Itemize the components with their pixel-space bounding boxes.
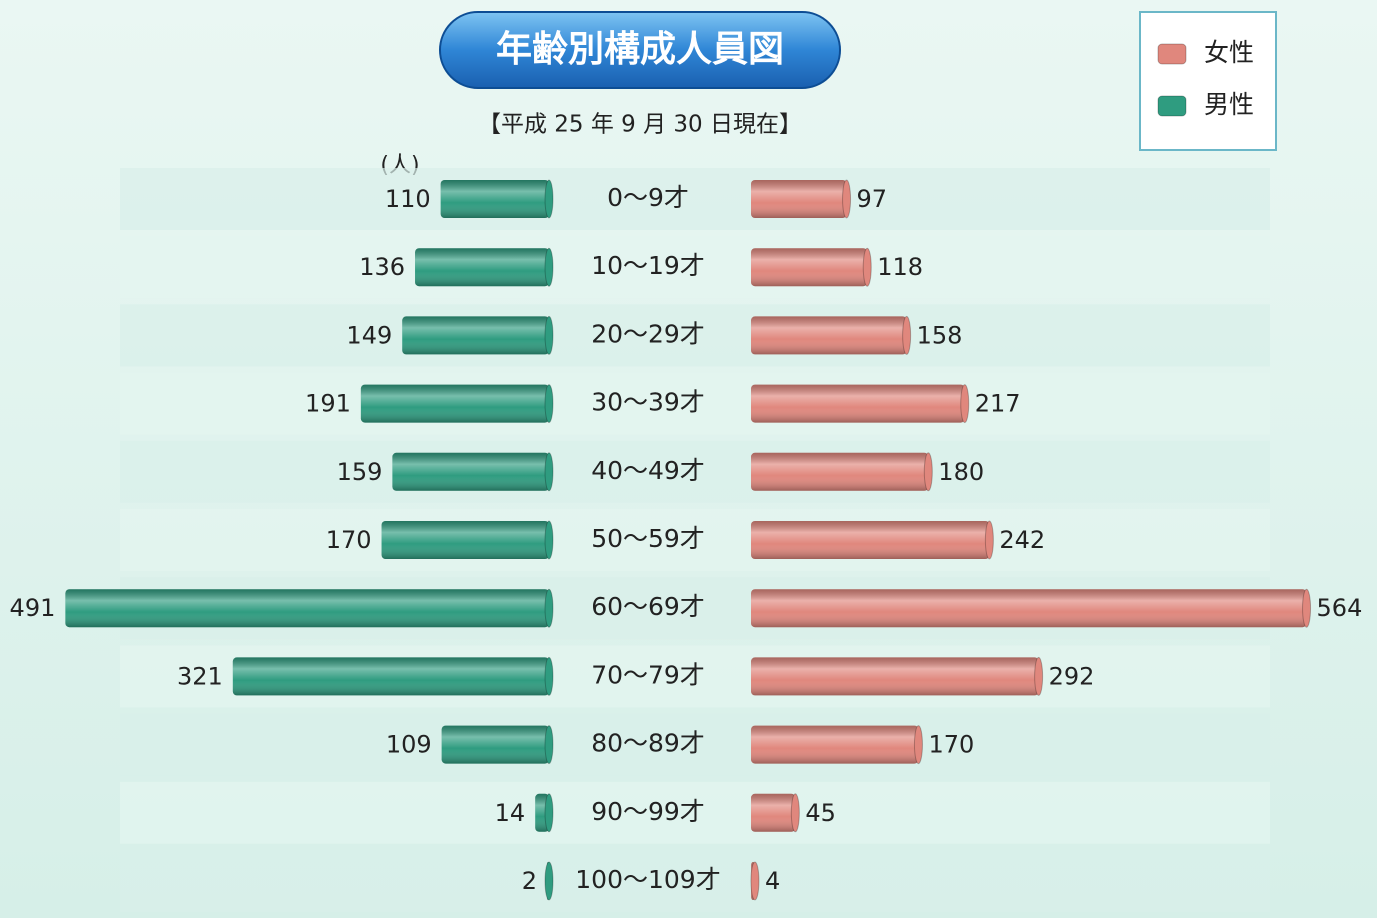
row-band: [120, 781, 1270, 844]
category-label: 60～69才: [591, 592, 705, 621]
value-label: 109: [386, 731, 432, 759]
row-band: [120, 372, 1270, 435]
row-band: [120, 236, 1270, 299]
legend-box: [1139, 11, 1277, 151]
value-label: 170: [326, 526, 372, 554]
bar: [65, 588, 554, 628]
category-label: 20～29才: [591, 319, 705, 348]
category-label: 30～39才: [591, 388, 705, 417]
bar: [415, 247, 554, 287]
value-label: 321: [177, 662, 223, 690]
bar: [544, 861, 554, 901]
category-label: 0～9才: [607, 183, 689, 212]
bar: [751, 384, 970, 424]
value-label: 191: [305, 390, 351, 418]
category-label: 70～79才: [591, 660, 705, 689]
bar: [441, 725, 554, 765]
category-label: 50～59才: [591, 524, 705, 553]
bar: [381, 520, 554, 560]
legend-swatch: [1157, 95, 1187, 117]
bar: [751, 793, 800, 833]
bar: [232, 656, 554, 696]
bar: [751, 656, 1044, 696]
value-label: 180: [938, 458, 984, 486]
value-label: 118: [877, 253, 923, 281]
value-label: 170: [928, 731, 974, 759]
value-label: 217: [975, 390, 1021, 418]
value-label: 97: [857, 185, 888, 213]
row-band: [120, 304, 1270, 367]
row-band: [120, 168, 1270, 230]
value-label: 158: [917, 321, 963, 349]
value-label: 491: [10, 594, 56, 622]
legend-swatch: [1157, 43, 1187, 65]
subtitle: 【平成 25 年 9 月 30 日現在】: [478, 112, 802, 138]
bar: [751, 452, 933, 492]
bar: [751, 179, 852, 219]
chart-title: 年齢別構成人員図: [496, 29, 784, 70]
bar: [360, 384, 554, 424]
bar: [751, 725, 923, 765]
bar: [751, 315, 912, 355]
value-label: 136: [359, 253, 405, 281]
category-label: 10～19才: [591, 251, 705, 280]
row-band: [120, 713, 1270, 776]
value-label: 292: [1049, 662, 1095, 690]
bar: [402, 315, 554, 355]
category-label: 100～109才: [575, 865, 720, 894]
bar: [535, 793, 554, 833]
bar: [751, 247, 872, 287]
legend-label: 女性: [1204, 38, 1254, 67]
value-label: 14: [495, 799, 526, 827]
value-label: 4: [765, 867, 780, 895]
value-label: 149: [346, 321, 392, 349]
row-band: [120, 440, 1270, 503]
legend-label: 男性: [1204, 90, 1254, 119]
value-label: 242: [999, 526, 1045, 554]
row-band: [120, 509, 1270, 571]
bar: [751, 588, 1312, 628]
bar: [751, 520, 994, 560]
category-label: 90～99才: [591, 797, 705, 826]
value-label: 45: [805, 799, 836, 827]
title-pill: [439, 11, 841, 89]
row-band: [120, 850, 1270, 912]
value-label: 2: [522, 867, 537, 895]
category-label: 40～49才: [591, 456, 705, 485]
value-label: 110: [385, 185, 431, 213]
value-label: 564: [1317, 594, 1363, 622]
bar: [750, 861, 760, 901]
category-label: 80～89才: [591, 729, 705, 758]
value-label: 159: [337, 458, 383, 486]
bar: [440, 179, 554, 219]
bar: [392, 452, 554, 492]
